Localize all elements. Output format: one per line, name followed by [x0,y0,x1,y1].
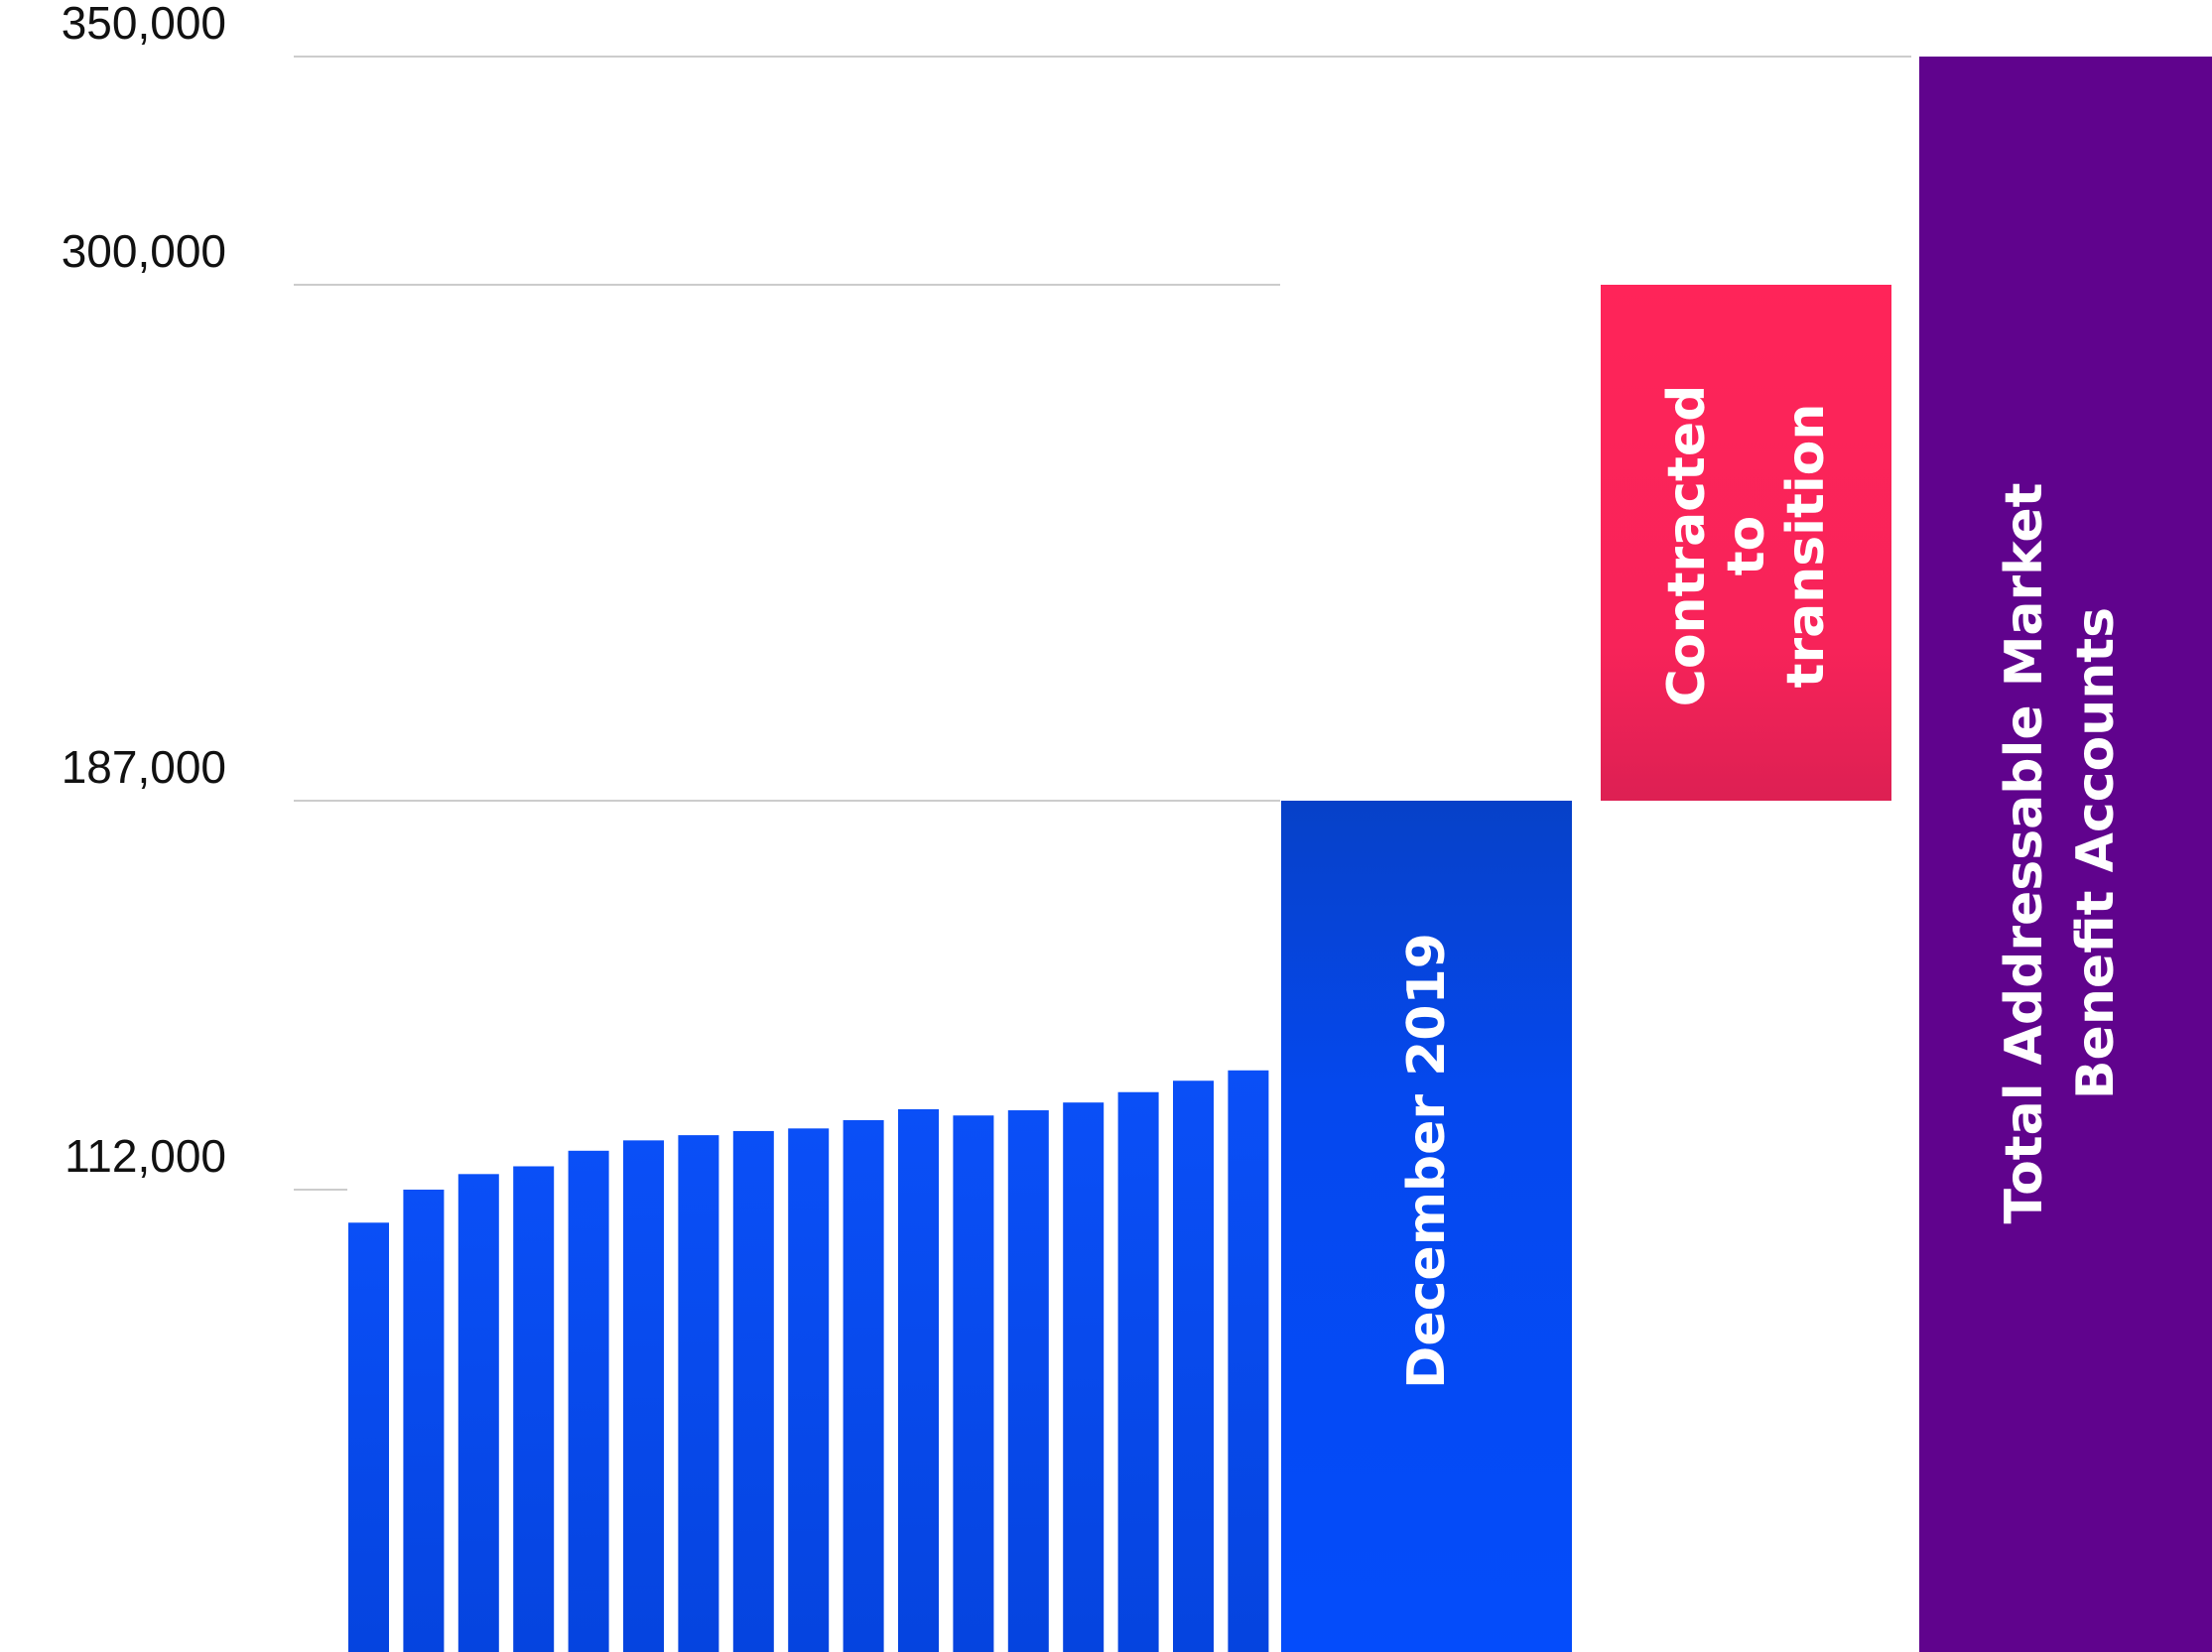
summary-bar-label-line: Total Addressable Market [1995,483,2054,1224]
monthly-bar-0 [348,1222,389,1652]
summary-bar-label-line: Benefit Accounts [2066,607,2126,1099]
summary-bar-label-line: December 2019 [1397,933,1457,1389]
summary-bar-1 [1601,285,1891,801]
monthly-bar-11 [953,1115,994,1652]
monthly-bar-3 [513,1166,555,1652]
summary-bars: December 2019 Contractedtotransition Total… [1281,57,2212,1652]
monthly-bar-7 [732,1130,774,1652]
y-tick-label-1: 300,000 [62,225,226,277]
monthly-bars [348,1070,1269,1652]
monthly-bar-9 [843,1119,884,1652]
monthly-bar-12 [1007,1110,1049,1652]
monthly-bar-4 [568,1150,609,1652]
monthly-bar-8 [788,1128,830,1652]
monthly-bar-2 [457,1174,499,1652]
y-tick-label-3: 112,000 [65,1130,226,1182]
gridlines [294,56,1911,1191]
summary-bar-0 [1281,801,1572,1652]
summary-bar-label-1: Contractedtotransition [1657,385,1836,707]
monthly-bar-10 [898,1108,939,1652]
summary-bar-label-line: Contracted [1657,385,1717,707]
monthly-bar-6 [678,1135,719,1652]
monthly-bar-16 [1228,1070,1269,1652]
y-tick-label-2: 187,000 [62,741,226,793]
monthly-bar-14 [1117,1091,1159,1652]
monthly-bar-5 [623,1140,664,1652]
summary-bar-label-0: December 2019 [1397,933,1457,1389]
summary-bar-label-line: transition [1776,404,1836,689]
summary-bar-label-line: to [1717,516,1776,576]
monthly-bar-13 [1063,1102,1105,1652]
y-tick-label-0: 350,000 [62,0,226,49]
monthly-bar-15 [1173,1080,1214,1652]
monthly-bar-1 [403,1190,445,1652]
summary-bar-label-2: Total Addressable Market Benefit Accounts [1995,483,2126,1224]
y-axis-tick-labels: 350,000 300,000 187,000 112,000 [62,0,226,1182]
summary-bar-2 [1919,57,2212,1652]
